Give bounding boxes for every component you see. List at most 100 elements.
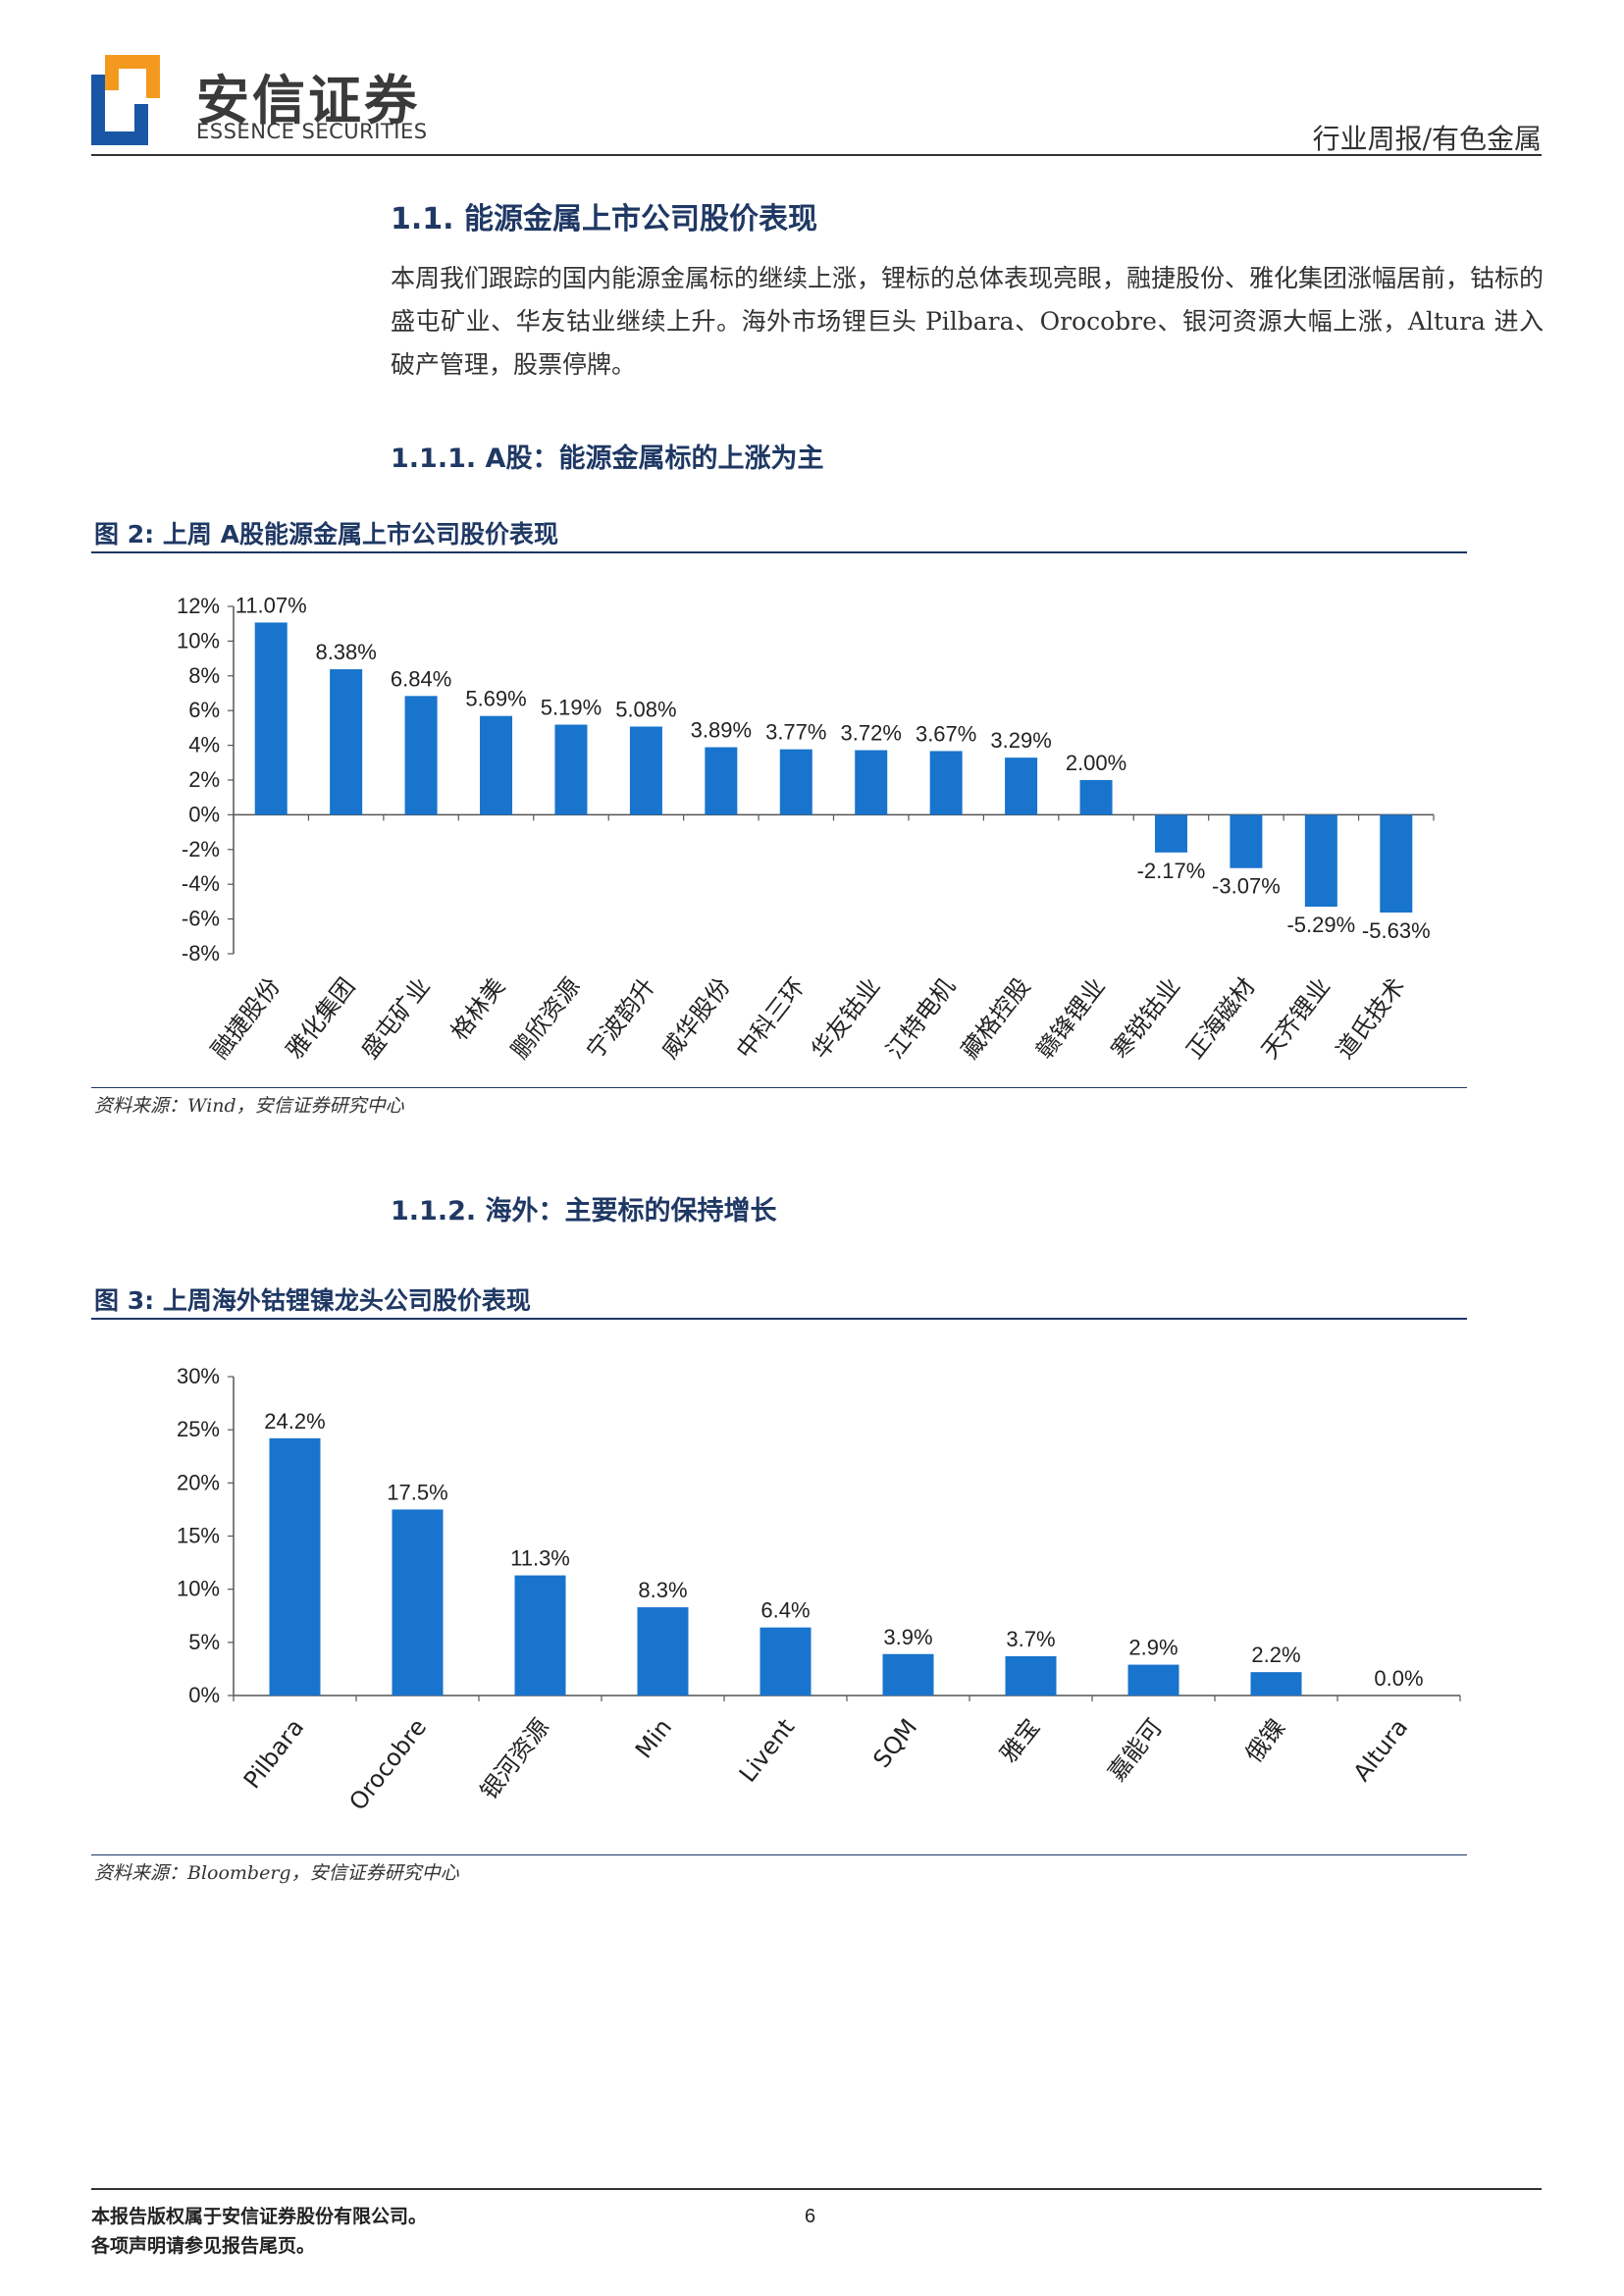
y-tick-label: 12% [177, 594, 220, 618]
body-paragraph: 本周我们跟踪的国内能源金属标的继续上涨，锂标的总体表现亮眼，融捷股份、雅化集团涨… [391, 264, 1545, 379]
category-label: Pilbara [238, 1713, 309, 1794]
category-label: 正海磁材 [1180, 972, 1260, 1064]
category-label: 天齐锂业 [1256, 972, 1336, 1064]
bar [882, 1653, 934, 1696]
footer-disclaimer: 各项声明请参见报告尾页。 [91, 2235, 316, 2257]
bar [554, 724, 588, 815]
bar [254, 622, 288, 815]
section-number: 1.1. [391, 202, 454, 236]
category-label: 银河资源 [475, 1713, 554, 1804]
data-label: 5.08% [615, 697, 676, 721]
figure-3-bottom-rule [91, 1854, 1467, 1855]
data-label: 24.2% [264, 1409, 325, 1434]
y-tick-label: 25% [177, 1417, 220, 1441]
report-category: 行业周报/有色金属 [1312, 123, 1542, 155]
bar [1127, 1664, 1179, 1696]
category-label: 盛屯矿业 [356, 972, 436, 1064]
subsection-heading-a-share: 1.1.1. A股：能源金属标的上涨为主 [391, 437, 823, 475]
category-label: Orocobre [343, 1713, 432, 1815]
category-label: 雅化集团 [281, 972, 360, 1064]
data-label: 6.4% [760, 1598, 810, 1623]
figure-title-text: 股能源金属上市公司股价表现 [238, 520, 558, 548]
data-label: 11.07% [236, 593, 307, 617]
chart-a-share-stock-performance: 12% 10% 8% 6% 4% 2% 0% -2% -4% -6% -8% 11.07% 融捷股份 8.… [177, 593, 1435, 1064]
data-label: 8.38% [315, 640, 376, 664]
figure-title-a: A [220, 520, 239, 548]
category-label: 中科三环 [731, 972, 811, 1064]
footer-divider [91, 2188, 1542, 2190]
data-label: 3.7% [1006, 1627, 1055, 1651]
y-tick-label: -2% [182, 837, 220, 861]
category-label: 赣锋锂业 [1031, 972, 1111, 1064]
category-label: 华友钴业 [806, 972, 885, 1064]
y-tick-label: 0% [188, 802, 220, 826]
data-label: 17.5% [387, 1480, 447, 1504]
y-tick-label: -8% [182, 941, 220, 965]
figure-3-top-rule [91, 1318, 1467, 1320]
bar [1304, 814, 1337, 908]
category-label: 寒锐钴业 [1106, 972, 1185, 1064]
subsection-title: 海外：主要标的保持增长 [485, 1196, 777, 1226]
data-label: 3.9% [883, 1625, 932, 1649]
y-tick-label: 8% [188, 663, 220, 688]
bar [1005, 757, 1038, 815]
data-label: 3.67% [916, 721, 976, 746]
header-divider [91, 154, 1542, 156]
section-heading: 1.1. 能源金属上市公司股价表现 [391, 194, 817, 237]
subsection-number: 1.1.2. [391, 1196, 477, 1226]
category-label: 融捷股份 [206, 972, 286, 1064]
y-tick-label: -4% [182, 871, 220, 896]
bar [637, 1607, 689, 1696]
logo-icon [91, 55, 160, 145]
y-tick-label: 5% [188, 1630, 220, 1654]
y-tick-label: -6% [182, 907, 220, 931]
data-label: 2.2% [1251, 1643, 1300, 1667]
category-label: SQM [867, 1713, 922, 1772]
category-label: 格林美 [445, 972, 510, 1045]
figure-3-title: 图 3: 上周海外钴锂镍龙头公司股价表现 [94, 1281, 531, 1317]
bar [269, 1437, 321, 1696]
data-label: -2.17% [1137, 859, 1206, 883]
data-label: 2.9% [1128, 1636, 1178, 1660]
figure-2-bottom-rule [91, 1087, 1467, 1088]
data-label: 0.0% [1374, 1666, 1423, 1691]
data-label: -5.29% [1286, 913, 1355, 937]
category-label: 道氏技术 [1331, 972, 1410, 1064]
bar [1005, 1655, 1057, 1696]
subsection-title-a: A [485, 444, 506, 474]
page-number: 6 [805, 2206, 816, 2227]
y-tick-label: 0% [188, 1683, 220, 1707]
data-label: 5.69% [465, 687, 526, 711]
bar [1230, 814, 1263, 868]
section-title: 能源金属上市公司股价表现 [464, 202, 817, 236]
figure-2-title: 图 2: 上周 A股能源金属上市公司股价表现 [94, 515, 558, 550]
y-tick-label: 10% [177, 628, 220, 652]
bar [1154, 814, 1187, 853]
data-label: 6.84% [391, 666, 451, 691]
category-label: 俄镍 [1240, 1713, 1291, 1767]
y-tick-label: 15% [177, 1524, 220, 1548]
figure-label: 图 [94, 1286, 120, 1315]
figure-number: 2: [127, 520, 155, 548]
bar [779, 749, 812, 815]
y-tick-label: 30% [177, 1364, 220, 1388]
bar [705, 747, 738, 815]
y-tick-label: 20% [177, 1470, 220, 1494]
figure-2-top-rule [91, 551, 1467, 553]
bar [1079, 780, 1113, 815]
figure-2-source: 资料来源：Wind，安信证券研究中心 [94, 1095, 404, 1117]
logo-text-en: ESSENCE SECURITIES [196, 120, 428, 143]
figure-3-source: 资料来源：Bloomberg，安信证券研究中心 [94, 1862, 459, 1884]
category-label: 威华股份 [655, 972, 735, 1064]
category-label: 藏格控股 [956, 972, 1035, 1064]
category-label: Altura [1348, 1713, 1414, 1786]
bar [1380, 814, 1413, 913]
y-tick-label: 2% [188, 767, 220, 792]
subsection-title: 股：能源金属标的上涨为主 [505, 444, 824, 474]
data-label: 3.29% [990, 728, 1051, 753]
category-label: 宁波韵升 [581, 972, 660, 1064]
subsection-heading-overseas: 1.1.2. 海外：主要标的保持增长 [391, 1189, 777, 1227]
y-tick-label: 6% [188, 698, 220, 722]
category-label: 鹏欣资源 [506, 972, 586, 1064]
data-label: 3.72% [841, 721, 902, 746]
